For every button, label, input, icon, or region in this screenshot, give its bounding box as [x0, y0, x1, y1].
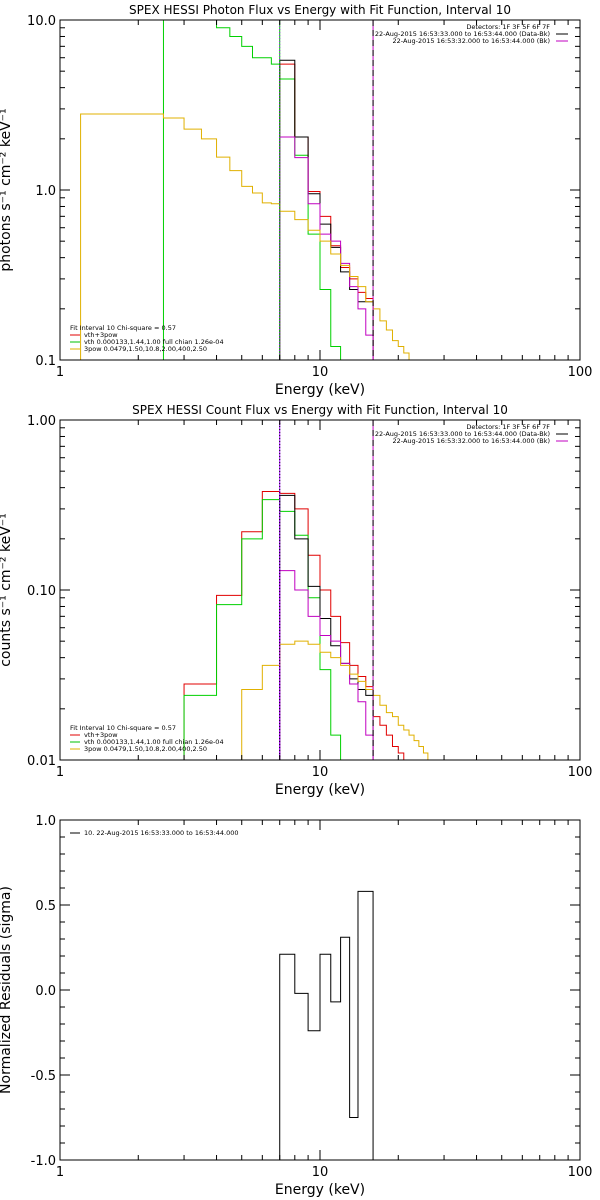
- info-line-2: 22-Aug-2015 16:53:32.000 to 16:53:44.000…: [393, 437, 550, 445]
- info-line-1: 22-Aug-2015 16:53:33.000 to 16:53:44.000…: [375, 30, 550, 38]
- series-1-step-line: [183, 499, 342, 760]
- series-3-step-line: [279, 136, 374, 360]
- series-0-step-line: [279, 890, 374, 1160]
- legend-entry-0: Fit Interval 10 Chi-square = 0.57: [70, 724, 176, 732]
- series-3-step-line: [279, 570, 374, 760]
- x-tick-label: 10: [312, 765, 329, 780]
- info-line-0: Detectors: 1F 3F 5F 6F 7F: [466, 23, 550, 31]
- x-tick-label: 100: [568, 1165, 593, 1180]
- x-tick-label: 10: [312, 1165, 329, 1180]
- x-tick-label: 1: [56, 1165, 64, 1180]
- chart-1: 1 10 100 0.01 0.10 1.00 SPEX HESSI Count Flux …: [0, 403, 593, 798]
- y-tick-label: 1.0: [35, 814, 56, 829]
- legend-entry-0: 10. 22-Aug-2015 16:53:33.000 to 16:53:44…: [84, 829, 239, 837]
- y-tick-label: -0.5: [31, 1069, 56, 1084]
- y-tick-label: 1.00: [27, 414, 56, 429]
- series-1-step-line: [279, 63, 374, 360]
- y-axis-label: Normalized Residuals (sigma): [0, 886, 14, 1094]
- series-2-step-line: [279, 494, 374, 760]
- x-tick-label: 1: [56, 765, 64, 780]
- x-axis-label: Energy (keV): [275, 1182, 365, 1198]
- chart-0: 1 10 100 0.1 1.0 10.0 SPEX HESSI Photon Flux v…: [0, 3, 593, 398]
- legend-entry-3: 3pow 0.0479,1.50,10.8,2.00,400,2.50: [84, 745, 207, 753]
- y-tick-label: -1.0: [31, 1154, 56, 1169]
- y-tick-label: 0.10: [27, 584, 56, 599]
- y-tick-label: 10.0: [27, 14, 56, 29]
- y-tick-label: 0.5: [35, 899, 56, 914]
- series-4-step-line: [241, 640, 433, 760]
- info-line-1: 22-Aug-2015 16:53:33.000 to 16:53:44.000…: [375, 430, 550, 438]
- legend-entry-1: vth+3pow: [84, 331, 118, 339]
- legend-entry-2: vth 0.000133,1.44,1.00 full chian 1.26e-…: [84, 338, 224, 346]
- legend-entry-1: vth+3pow: [84, 731, 118, 739]
- info-line-0: Detectors: 1F 3F 5F 6F 7F: [466, 423, 550, 431]
- y-axis-label: counts s⁻¹ cm⁻² keV⁻¹: [0, 513, 14, 667]
- plot-frame: [59, 19, 581, 361]
- x-tick-label: 100: [568, 365, 593, 380]
- chart-2: 1 10 100 -1.0 -0.5 0.0 0.5 1.0 Energy (keV) Norma…: [0, 814, 592, 1198]
- chart-title: SPEX HESSI Photon Flux vs Energy with Fi…: [129, 3, 511, 17]
- y-axis-label: photons s⁻¹ cm⁻² keV⁻¹: [0, 108, 14, 271]
- x-axis-label: Energy (keV): [275, 782, 365, 798]
- x-tick-label: 1: [56, 365, 64, 380]
- info-line-2: 22-Aug-2015 16:53:32.000 to 16:53:44.000…: [393, 37, 550, 45]
- legend-entry-0: Fit Interval 10 Chi-square = 0.57: [70, 324, 176, 332]
- chart-title: SPEX HESSI Count Flux vs Energy with Fit…: [132, 403, 508, 417]
- legend-entry-2: vth 0.000133,1.44,1.00 full chian 1.26e-…: [84, 738, 224, 746]
- x-axis-label: Energy (keV): [275, 382, 365, 398]
- series-4-step-line: [80, 113, 420, 360]
- x-tick-label: 10: [312, 365, 329, 380]
- series-0-step-line: [162, 20, 342, 360]
- x-tick-label: 100: [568, 765, 593, 780]
- y-tick-label: 0.01: [27, 754, 56, 769]
- series-0-step-line: [183, 490, 420, 760]
- y-tick-label: 1.0: [35, 184, 56, 199]
- y-tick-label: 0.1: [35, 354, 56, 369]
- y-tick-label: 0.0: [35, 984, 56, 999]
- legend-entry-3: 3pow 0.0479,1.50,10.8,2.00,400,2.50: [84, 345, 207, 353]
